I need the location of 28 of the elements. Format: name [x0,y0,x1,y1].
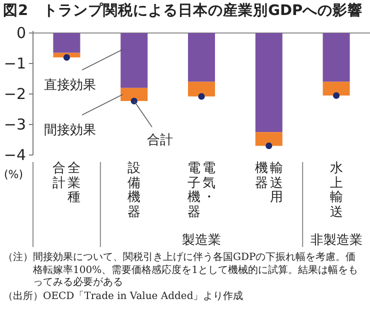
bar [120,88,148,102]
bar [120,33,148,88]
text: （注）間接効果について、関税引き上げに伴う各国GDPの下振れ幅を考慮。価格転嫁率100%、需要価格感応度を1として機械的に試算。結果は幅をもってみる必要がある [3,252,359,290]
text: 非製造業 [310,232,362,249]
y-tick-label: −1 [4,54,26,72]
text: 合計 [147,131,173,149]
point [198,93,205,100]
bar [188,82,215,96]
series-label: 直接効果 [44,76,96,94]
y-tick-label: −4 [4,146,26,164]
point [266,142,272,150]
text: 製造業 [182,232,221,249]
point [63,54,70,61]
text: 間接効果 [44,121,96,139]
y-axis-title: (%) [4,168,24,181]
bar [322,33,350,82]
y-tick-label: −2 [4,85,26,103]
point [130,98,138,104]
y-tick-label: −3 [4,116,26,134]
bar [53,33,80,53]
bar [255,33,282,132]
bar [188,33,215,82]
text: （出所）OECD「Trade in Value Added」より作成 [3,291,244,304]
bar [255,132,282,146]
chart-title: 図2 トランプ関税による日本の産業別GDPへの影響 [3,1,363,20]
y-tick-label: 0 [16,24,26,42]
point [333,92,340,99]
bar [322,82,350,96]
